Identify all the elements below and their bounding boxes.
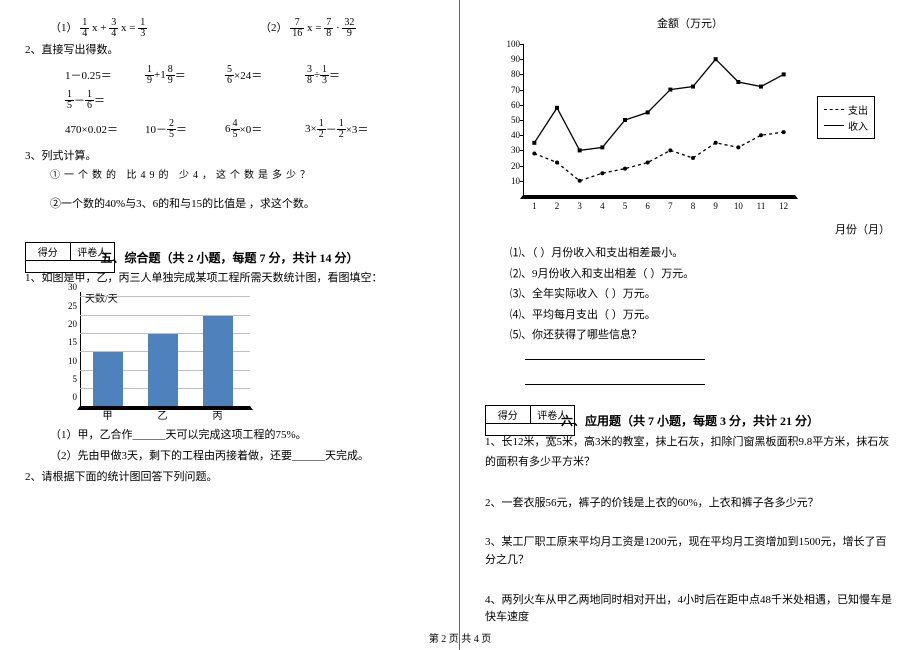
eq-cell: 15－16＝: [65, 90, 145, 111]
q2-title: 2、直接写出得数。: [25, 42, 434, 60]
line-chart-svg: [523, 44, 795, 196]
eq-cell: 10－25＝: [145, 119, 225, 140]
eq-cell: 3×12－12×3＝: [305, 119, 385, 140]
subq-5: ⑸、你还获得了哪些信息？: [485, 327, 895, 345]
right-column: 金额（万元） 支出 收入 102030405060708090100123456…: [460, 0, 920, 650]
eq-grid-1: 1－0.25＝19+189＝56×24＝38÷13＝ 15－16＝: [25, 63, 434, 113]
subq-3: ⑶、全年实际收入（ ）万元。: [485, 286, 895, 304]
line-chart: 支出 收入 1020304050607080901001234567891011…: [495, 36, 805, 216]
q6-4: 4、两列火车从甲乙两地同时相对开出，4小时后在距中点48千米处相遇，已知慢车是快…: [485, 592, 895, 627]
q6-2: 2、一套衣服56元，裤子的价钱是上衣的60%，上衣和裤子各多少元？: [485, 495, 895, 513]
eq-cell: 470×0.02＝: [65, 119, 145, 140]
subq-4: ⑷、平均每月支出（ ）万元。: [485, 307, 895, 325]
equation-pair: （1） 14 x + 34 x = 13 （2） 716 x = 78 · 32…: [25, 18, 434, 39]
q5-1: 1、如图是甲，乙，丙三人单独完成某项工程所需天数统计图，看图填空：: [25, 270, 434, 288]
bar: [148, 334, 178, 407]
q3-title: 3、列式计算。: [25, 148, 434, 166]
left-column: （1） 14 x + 34 x = 13 （2） 716 x = 78 · 32…: [0, 0, 460, 650]
eq-1: （1） 14 x + 34 x = 13: [50, 18, 260, 39]
page-number: 第 2 页 共 4 页: [0, 630, 920, 645]
eq-cell: 56×24＝: [225, 65, 305, 86]
bar-chart: 天数/天 051015202530甲乙丙: [55, 292, 265, 422]
q5-1b: （2）先由甲做3天，剩下的工程由丙接着做，还要______天完成。: [25, 448, 434, 466]
eq-cell: 1－0.25＝: [65, 65, 145, 86]
q3-1: ①一个数的 比49的 少4，这个数是多少？: [25, 168, 345, 184]
eq-cell: 38÷13＝: [305, 65, 385, 86]
eq-cell: 19+189＝: [145, 65, 225, 86]
x-axis-title: 月份（月）: [485, 221, 895, 237]
bar: [203, 316, 233, 408]
fill-line[interactable]: [525, 348, 705, 360]
subq-1: ⑴、（ ）月份收入和支出相差最小。: [485, 245, 895, 263]
bar: [93, 352, 123, 407]
subquestions: ⑴、（ ）月份收入和支出相差最小。 ⑵、9月份收入和支出相差（ ）万元。 ⑶、全…: [485, 245, 895, 391]
bar-ylabel: 天数/天: [85, 290, 118, 305]
q5-1a: （1）甲，乙合作______天可以完成这项工程的75%。: [25, 427, 434, 445]
q6-1: 1、长12米，宽5米，高3米的教室，抹上石灰，扣除门窗黑板面积9.8平方米，抹石…: [485, 433, 895, 473]
q3-2: ②一个数的40%与3、6的和与15的比值是 ，求这个数。: [25, 196, 434, 214]
eq-2: （2） 716 x = 78 · 329: [260, 18, 356, 39]
q6-3: 3、某工厂职工原来平均月工资是1200元，现在平均月工资增加到1500元，增长了…: [485, 534, 895, 569]
subq-2: ⑵、9月份收入和支出相差（ ）万元。: [485, 266, 895, 284]
eq-cell: 645×0＝: [225, 119, 305, 140]
legend: 支出 收入: [817, 96, 875, 139]
line-chart-title: 金额（万元）: [485, 15, 895, 31]
fill-line[interactable]: [525, 373, 705, 385]
q5-2: 2、请根据下面的统计图回答下列问题。: [25, 469, 434, 487]
eq-grid-2: 470×0.02＝10－25＝645×0＝3×12－12×3＝: [25, 117, 434, 142]
